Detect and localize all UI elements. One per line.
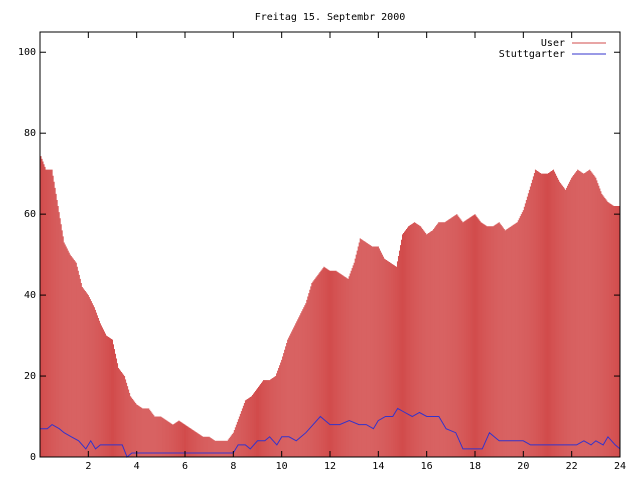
stuttgarter-line	[40, 407, 621, 458]
series-0	[39, 153, 621, 457]
x-tick-label: 10	[276, 461, 288, 472]
x-tick-label: 16	[421, 461, 433, 472]
legend-stuttgarter-label: Stuttgarter	[499, 49, 565, 60]
y-tick-label: 60	[24, 209, 36, 220]
series-layer	[39, 153, 621, 458]
x-tick-label: 18	[469, 461, 481, 472]
x-tick-label: 2	[85, 461, 91, 472]
x-tick-label: 12	[324, 461, 336, 472]
x-tick-label: 8	[230, 461, 236, 472]
x-tick-label: 6	[182, 461, 188, 472]
x-tick-label: 24	[614, 461, 626, 472]
x-tick-label: 22	[566, 461, 578, 472]
y-tick-label: 100	[18, 47, 36, 58]
y-tick-label: 20	[24, 371, 36, 382]
legend: User Stuttgarter	[499, 38, 606, 60]
y-tick-label: 40	[24, 290, 36, 301]
x-tick-label: 20	[517, 461, 529, 472]
y-tick-label: 0	[30, 452, 36, 463]
y-tick-label: 80	[24, 128, 36, 139]
legend-user-label: User	[541, 38, 565, 49]
chart-title: Freitag 15. Septembr 2000	[255, 12, 406, 23]
series-1	[40, 407, 621, 458]
x-tick-label: 4	[134, 461, 140, 472]
x-tick-label: 14	[372, 461, 384, 472]
